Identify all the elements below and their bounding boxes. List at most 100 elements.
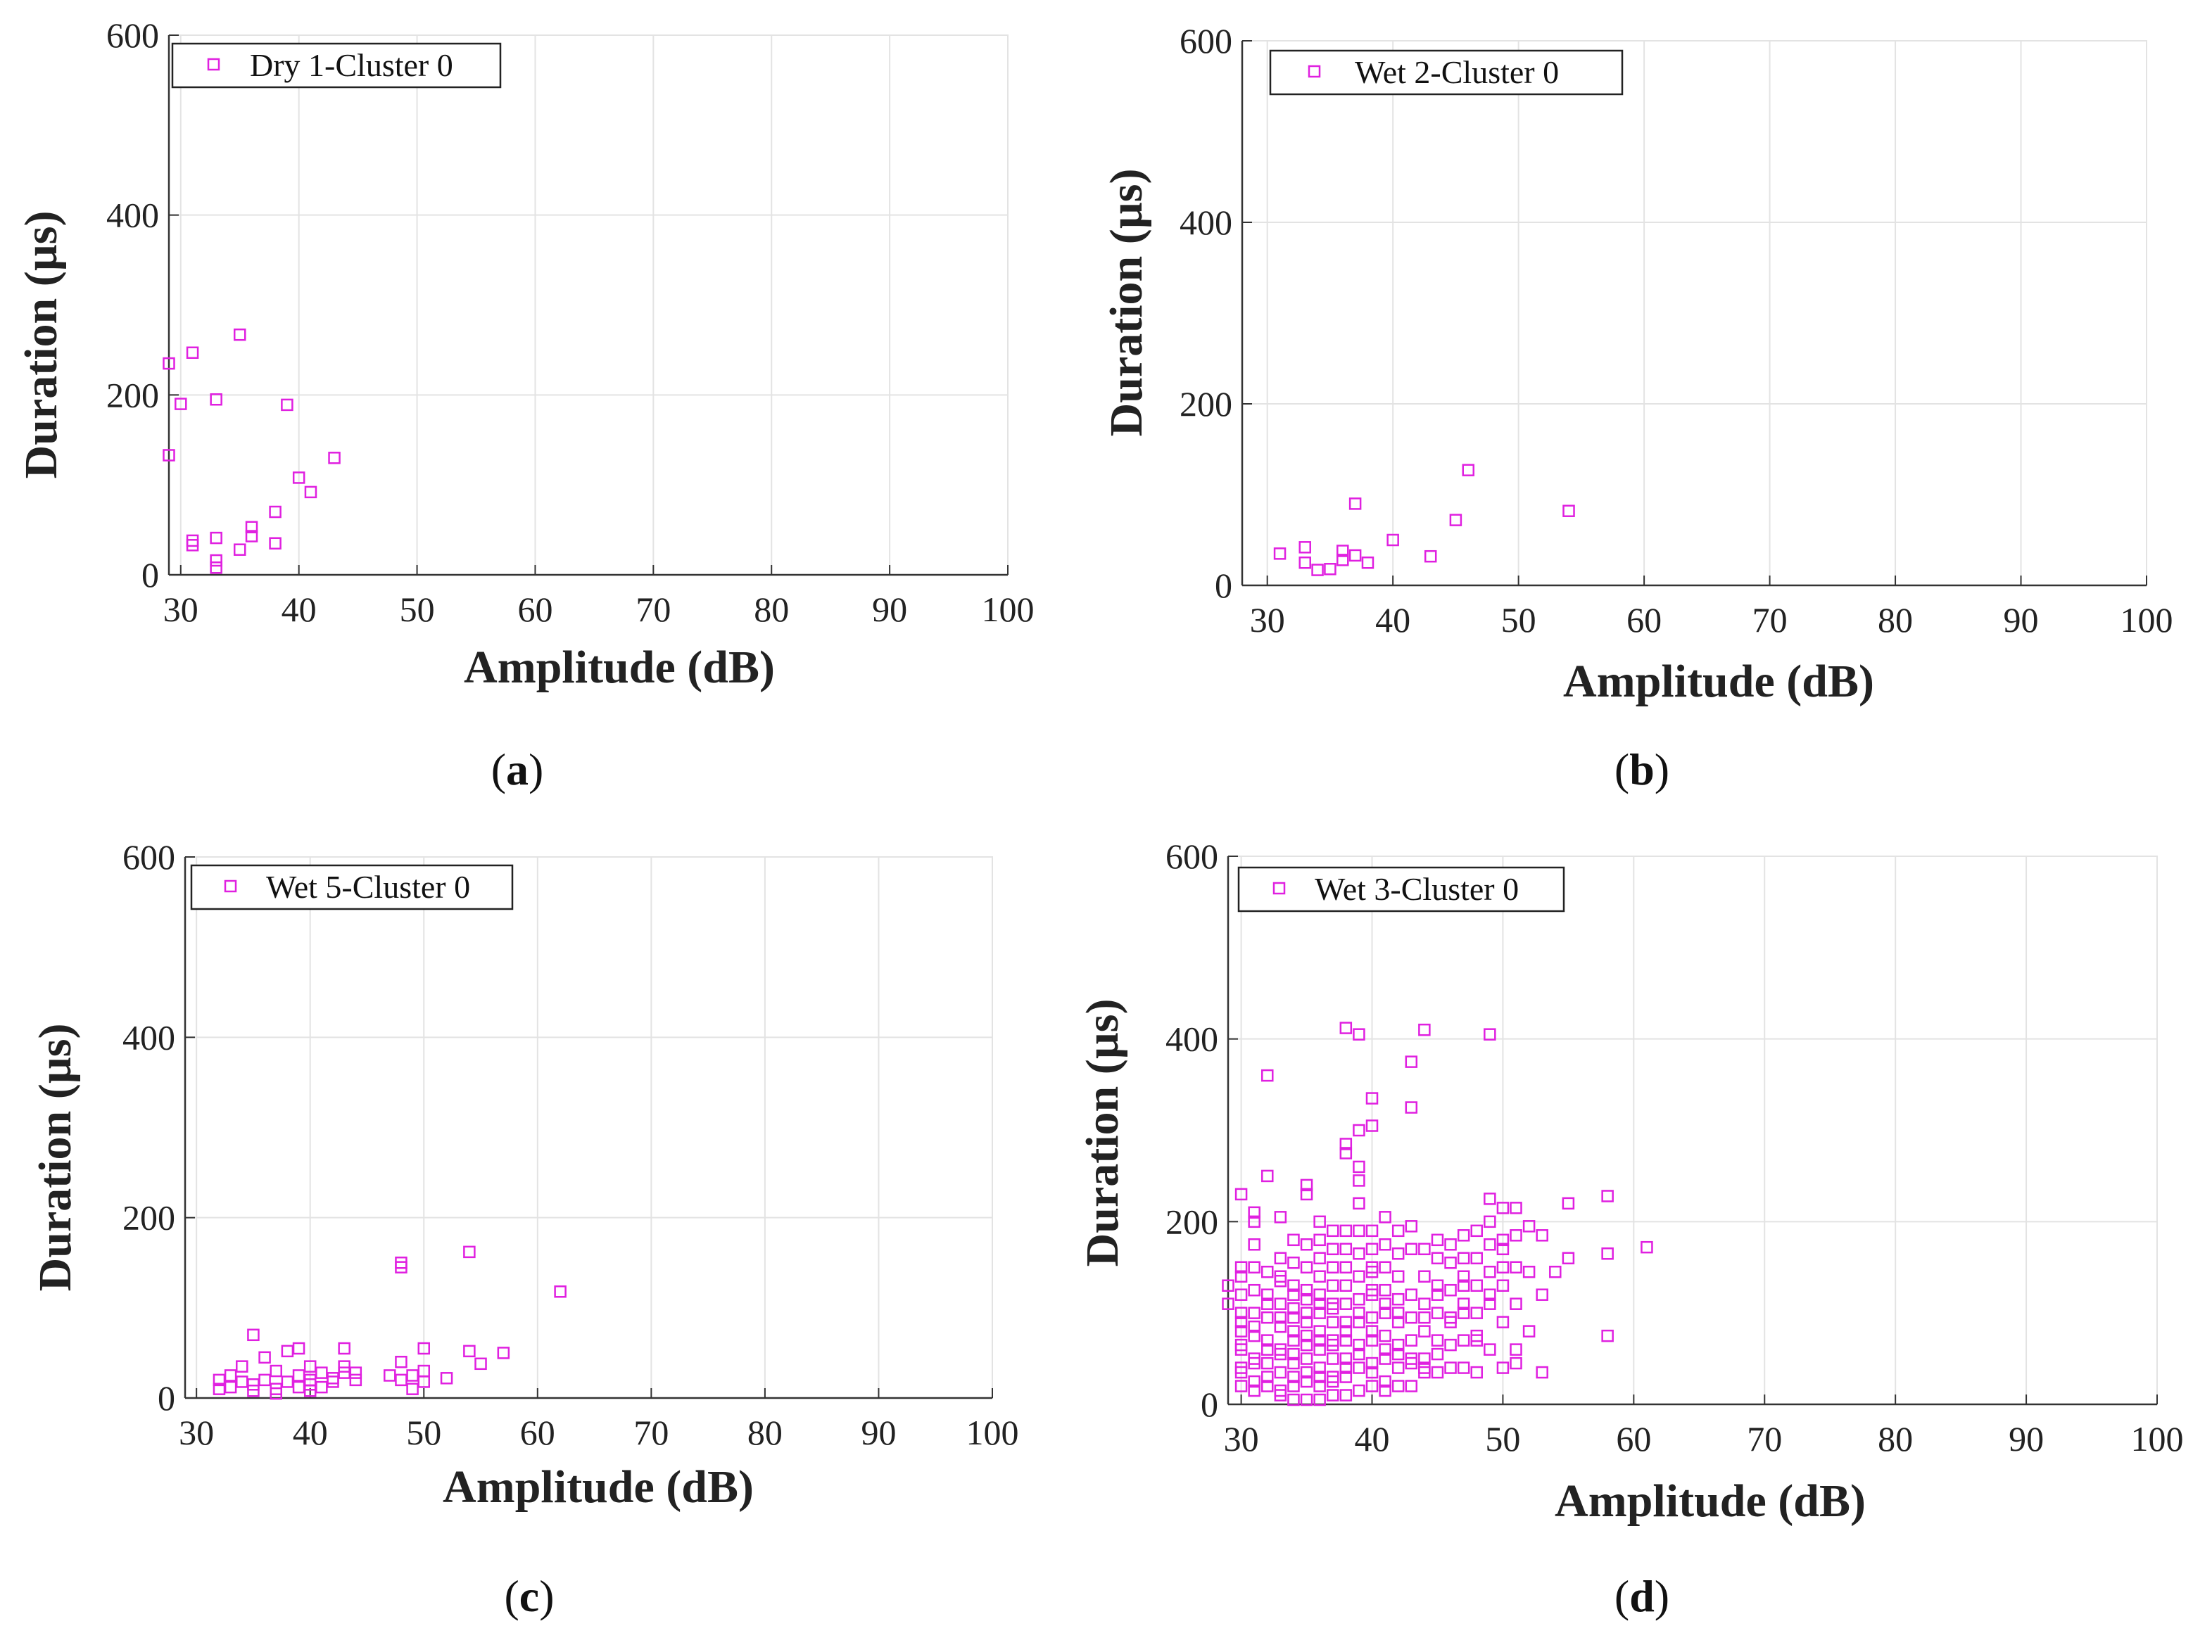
data-point xyxy=(1339,1147,1353,1159)
data-point xyxy=(1444,1338,1457,1352)
caption-c: (c) xyxy=(504,1571,554,1621)
data-point xyxy=(175,398,187,410)
data-point xyxy=(1339,1325,1353,1338)
x-tick-label: 100 xyxy=(2121,600,2173,640)
data-point xyxy=(1353,1292,1365,1306)
y-tick-label: 600 xyxy=(122,837,175,877)
data-point xyxy=(1353,1307,1365,1319)
data-point xyxy=(1457,1307,1470,1319)
legend-marker-a xyxy=(207,58,220,71)
data-point xyxy=(349,1366,362,1379)
data-point xyxy=(1326,1389,1339,1402)
data-point xyxy=(1391,1270,1405,1283)
data-point xyxy=(417,1375,431,1388)
data-point xyxy=(1470,1366,1483,1379)
data-point xyxy=(1248,1283,1260,1297)
data-point xyxy=(224,1369,237,1382)
data-point xyxy=(338,1360,350,1373)
data-point xyxy=(1431,1366,1444,1379)
data-point xyxy=(1484,1343,1496,1356)
data-point xyxy=(1418,1325,1431,1338)
data-point xyxy=(1336,545,1349,557)
data-point xyxy=(1496,1202,1510,1214)
data-point xyxy=(1287,1371,1300,1383)
plot-background xyxy=(1241,40,2147,586)
y-tick-label: 400 xyxy=(1180,203,1232,242)
x-tick-label: 40 xyxy=(1355,1419,1390,1459)
data-point xyxy=(1365,1261,1379,1273)
data-point xyxy=(1234,1270,1248,1283)
data-point xyxy=(236,1360,248,1373)
data-point xyxy=(1549,1265,1562,1278)
data-point xyxy=(270,1387,282,1400)
x-tick-label: 70 xyxy=(1752,600,1788,640)
data-point xyxy=(1379,1307,1391,1319)
data-point xyxy=(1353,1028,1365,1041)
data-point xyxy=(1339,1279,1353,1292)
data-point xyxy=(1353,1338,1365,1352)
data-point xyxy=(1313,1325,1326,1338)
data-point xyxy=(1510,1356,1522,1370)
data-point xyxy=(1405,1220,1418,1233)
data-point xyxy=(1336,554,1349,566)
data-point xyxy=(1470,1307,1483,1319)
legend-box-d xyxy=(1237,866,1565,913)
data-point xyxy=(1353,1174,1365,1187)
data-point xyxy=(1234,1325,1248,1338)
data-point xyxy=(1326,1375,1339,1388)
data-point xyxy=(1418,1243,1431,1256)
data-point xyxy=(1300,1393,1313,1406)
data-point xyxy=(1274,1297,1287,1310)
data-point xyxy=(1601,1329,1614,1342)
legend-text-b: Wet 2-Cluster 0 xyxy=(1355,54,1559,90)
data-point xyxy=(1484,1238,1496,1251)
data-point xyxy=(1248,1215,1260,1228)
data-point xyxy=(1300,1188,1313,1201)
data-point xyxy=(1418,1352,1431,1365)
data-point xyxy=(1274,1320,1287,1333)
data-point xyxy=(1457,1361,1470,1374)
data-point xyxy=(1248,1320,1260,1333)
data-point xyxy=(1234,1338,1248,1352)
data-point xyxy=(1391,1307,1405,1319)
data-point xyxy=(1326,1261,1339,1273)
legend-box-c xyxy=(190,864,514,910)
data-point xyxy=(1274,1270,1287,1283)
data-point xyxy=(1457,1252,1470,1265)
data-point xyxy=(1274,1311,1287,1324)
data-point xyxy=(1248,1206,1260,1219)
data-point xyxy=(1365,1283,1379,1297)
data-point xyxy=(1405,1380,1418,1392)
x-tick-label: 60 xyxy=(1626,600,1662,640)
data-point xyxy=(1326,1338,1339,1352)
x-tick-label: 90 xyxy=(2004,600,2039,640)
data-point xyxy=(247,1384,260,1397)
data-point xyxy=(1405,1334,1418,1347)
data-point xyxy=(1287,1325,1300,1338)
data-point xyxy=(1405,1288,1418,1301)
x-tick-label: 80 xyxy=(754,590,789,629)
data-point xyxy=(1496,1279,1510,1292)
legend-box-b xyxy=(1269,49,1624,96)
data-point xyxy=(1391,1292,1405,1306)
data-point xyxy=(1361,557,1374,569)
data-point xyxy=(233,328,246,341)
x-tick-label: 30 xyxy=(179,1413,214,1452)
x-tick-label: 80 xyxy=(747,1413,783,1452)
data-point xyxy=(210,393,222,406)
data-point xyxy=(1391,1380,1405,1392)
data-point xyxy=(1536,1288,1548,1301)
data-point xyxy=(1287,1380,1300,1392)
data-point xyxy=(1274,1211,1287,1224)
data-point xyxy=(1484,1215,1496,1228)
legend-marker-b xyxy=(1308,65,1321,78)
data-point xyxy=(1484,1028,1496,1041)
data-point xyxy=(1261,1265,1274,1278)
data-point xyxy=(1457,1334,1470,1347)
data-point xyxy=(1379,1329,1391,1342)
data-point xyxy=(1379,1238,1391,1251)
data-point xyxy=(1339,1316,1353,1328)
plot-area-c: 30 40 50 60 70 80 90 100 0 200 400 600 xyxy=(122,837,1019,1452)
data-point xyxy=(1287,1334,1300,1347)
